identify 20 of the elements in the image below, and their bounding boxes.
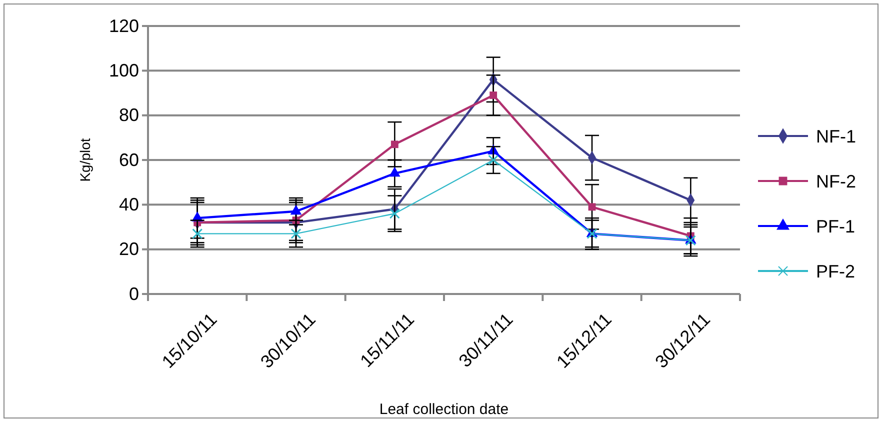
point: [192, 228, 203, 239]
y-tick-label: 120: [108, 16, 139, 36]
y-axis-title: Kg/plot: [77, 138, 93, 182]
point: [490, 92, 498, 99]
y-tick-label: 20: [118, 239, 139, 260]
point: [390, 140, 398, 148]
point: [389, 208, 400, 219]
legend-label: PF-1: [816, 216, 856, 236]
y-tick-label: 0: [128, 284, 139, 304]
x-axis-title: Leaf collection date: [379, 401, 509, 418]
point: [588, 203, 596, 211]
legend-label: PF-2: [816, 261, 856, 282]
y-tick-label: 80: [118, 105, 139, 126]
y-tick-label: 60: [118, 150, 139, 170]
y-tick-label: 100: [108, 60, 139, 80]
point: [488, 154, 499, 166]
point: [290, 228, 302, 239]
y-tick-label: 40: [118, 194, 139, 214]
legend-label: NF-2: [816, 171, 856, 192]
legend-label: NF-1: [816, 126, 856, 146]
